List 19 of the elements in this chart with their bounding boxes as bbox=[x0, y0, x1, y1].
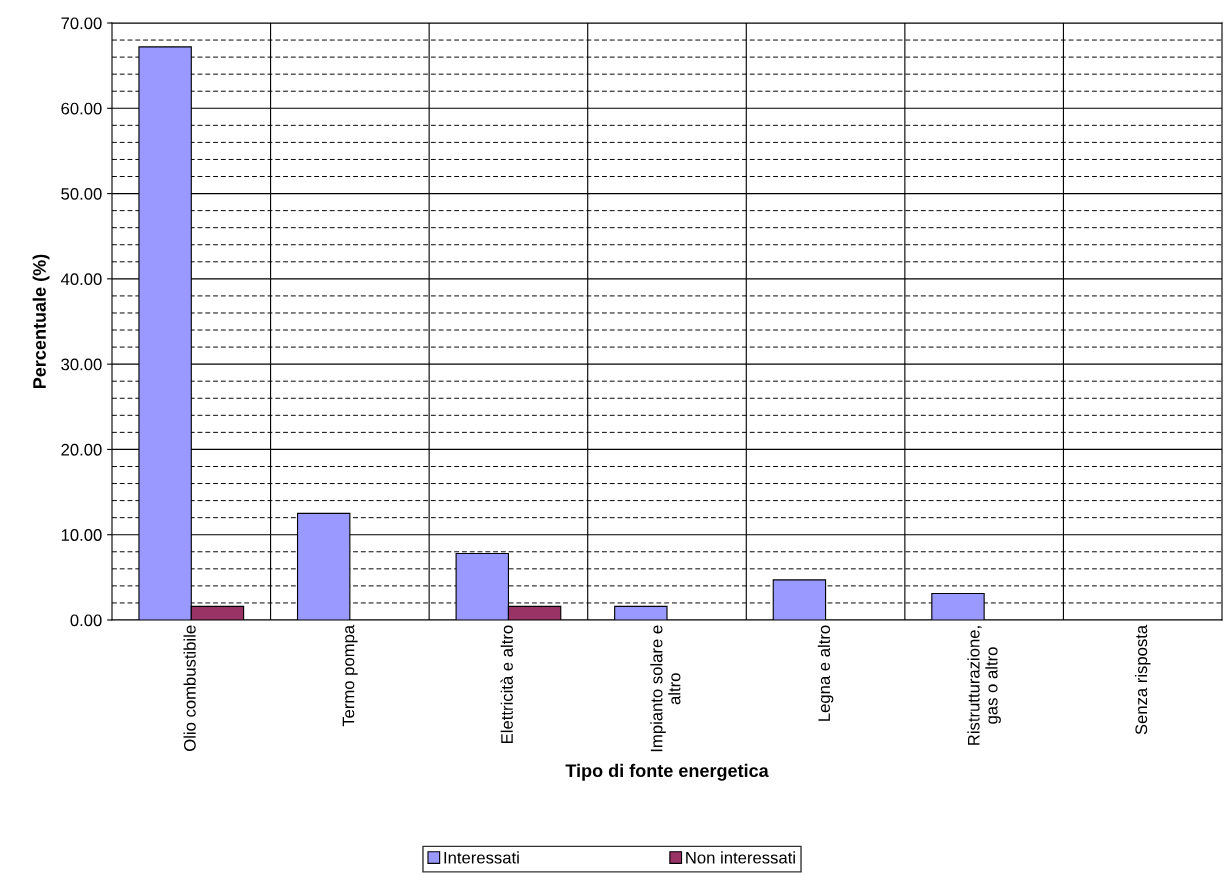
x-tick-label: Termo pompa bbox=[342, 624, 358, 727]
x-tick-label: Legna e altro bbox=[817, 625, 834, 721]
x-axis-title: Tipo di fonte energetica bbox=[565, 763, 769, 781]
y-tick-label: 0.00 bbox=[70, 614, 102, 627]
y-tick-label: 20.00 bbox=[61, 443, 102, 456]
y-tick-label: 50.00 bbox=[61, 187, 102, 200]
x-tick-label: Elettricità e altro bbox=[500, 625, 513, 743]
legend-label: Non interessati bbox=[686, 851, 795, 864]
y-tick-label: 40.00 bbox=[60, 273, 102, 286]
y-tick-label: 70.00 bbox=[61, 17, 102, 30]
x-tick-label: Impianto solare e altro bbox=[650, 625, 681, 752]
y-tick-label: 30.00 bbox=[61, 358, 102, 371]
legend-label: Interessati bbox=[444, 851, 519, 864]
x-tick-label: Senza risposta bbox=[1134, 624, 1151, 735]
y-tick-label: 60.00 bbox=[61, 102, 102, 115]
x-tick-label: Ristrutturazione, gas o altro bbox=[967, 626, 1001, 745]
y-axis-title: Percentuale (%) bbox=[32, 254, 50, 389]
x-tick-label: Olio combustibile bbox=[183, 625, 196, 751]
y-tick-label: 10.00 bbox=[61, 529, 102, 541]
